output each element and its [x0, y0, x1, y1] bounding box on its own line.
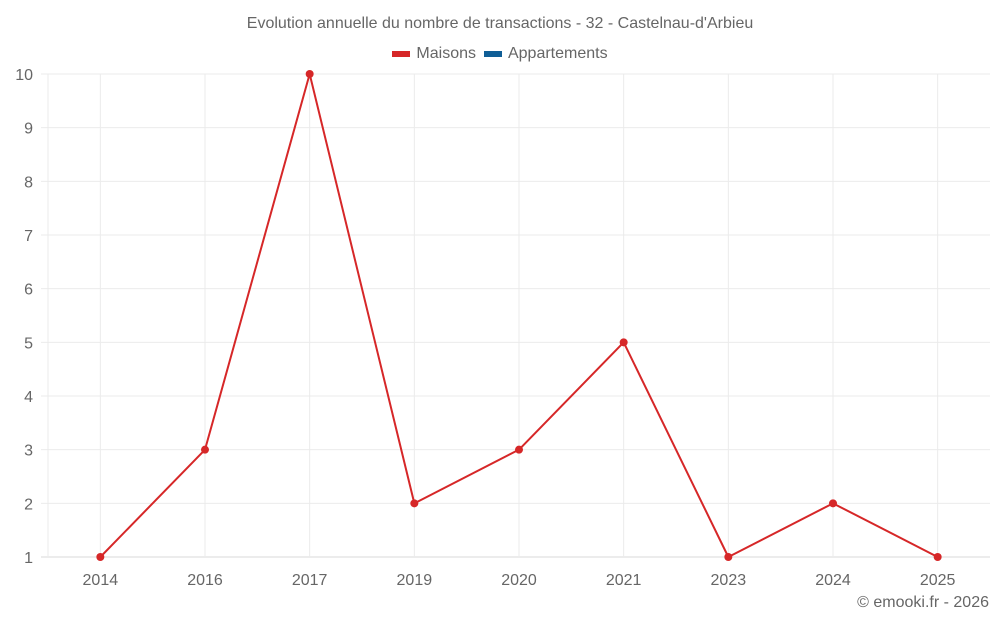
y-tick-label: 4	[24, 389, 33, 406]
legend-swatch-maisons-icon	[392, 51, 411, 57]
y-tick-label: 8	[24, 174, 33, 191]
x-tick-label: 2021	[606, 572, 642, 589]
x-tick-label: 2014	[83, 572, 119, 589]
x-tick-label: 2020	[501, 572, 537, 589]
data-point[interactable]	[619, 338, 628, 347]
x-axis: 2014 2016 2017 2019 2020 2021 2023 2024 2025	[83, 572, 956, 589]
data-point[interactable]	[201, 445, 209, 454]
legend-item-maisons[interactable]: Maisons	[392, 45, 476, 63]
legend-label-appartements: Appartements	[507, 45, 608, 62]
legend-item-appartements[interactable]: Appartements	[483, 45, 608, 63]
data-point[interactable]	[305, 70, 314, 78]
credit: © emooki.fr - 2026	[857, 594, 989, 611]
x-tick-label: 2019	[397, 572, 433, 589]
x-tick-label: 2024	[815, 572, 851, 589]
data-point[interactable]	[515, 445, 523, 454]
data-point[interactable]	[410, 499, 419, 508]
y-tick-label: 6	[24, 282, 33, 299]
y-tick-label: 3	[24, 443, 33, 460]
x-tick-label: 2023	[711, 572, 747, 589]
y-tick-label: 10	[15, 67, 33, 84]
y-tick-label: 1	[24, 550, 33, 567]
data-point[interactable]	[724, 553, 733, 561]
legend-label-maisons: Maisons	[416, 45, 476, 62]
y-tick-label: 5	[24, 335, 33, 352]
x-tick-label: 2016	[187, 572, 223, 589]
y-tick-label: 7	[24, 228, 33, 245]
legend-swatch-appartements-icon	[483, 51, 502, 57]
data-point[interactable]	[96, 553, 105, 561]
x-tick-label: 2017	[292, 572, 328, 589]
grid	[41, 73, 990, 558]
y-tick-label: 9	[24, 121, 33, 138]
y-tick-label: 2	[24, 496, 33, 513]
data-point[interactable]	[829, 499, 837, 508]
legend: Maisons Appartements	[0, 45, 1000, 63]
chart-title: Evolution annuelle du nombre de transact…	[246, 15, 754, 32]
data-point[interactable]	[933, 553, 942, 561]
x-tick-label: 2025	[920, 572, 956, 589]
series-maisons	[96, 70, 942, 561]
y-axis: 1 2 3 4 5 6 7 8 9 10	[15, 67, 33, 567]
